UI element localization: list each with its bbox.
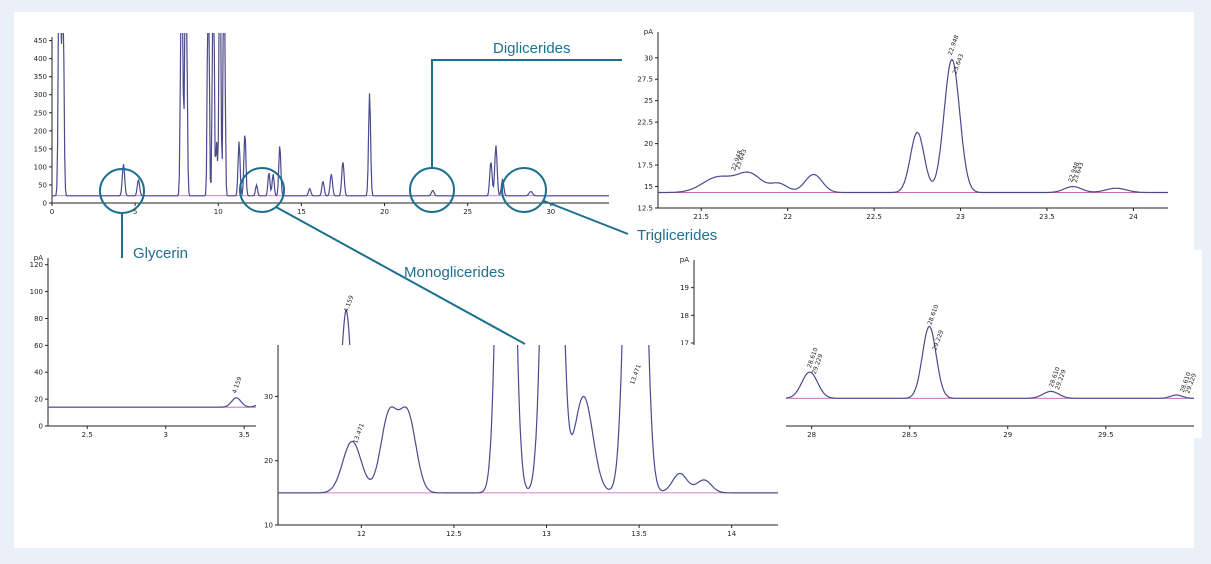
y-tick-label: 15 xyxy=(644,183,653,191)
y-axis-unit-label: pA xyxy=(34,254,43,262)
y-tick-label: 20 xyxy=(34,396,43,404)
x-tick-label: 12.5 xyxy=(446,530,462,538)
x-tick-label: 21.5 xyxy=(693,213,709,221)
y-tick-label: 10 xyxy=(264,522,273,530)
triglycerides-leader xyxy=(543,200,629,235)
triglycerides-circle xyxy=(501,167,547,213)
y-tick-label: 20 xyxy=(644,140,653,148)
x-tick-label: 28.5 xyxy=(902,431,918,438)
x-tick-label: 13.5 xyxy=(631,530,647,538)
x-tick-label: 15 xyxy=(297,208,306,216)
y-tick-label: 120 xyxy=(30,261,43,269)
y-tick-label: 0 xyxy=(39,423,43,431)
chromatogram-trace xyxy=(52,12,609,197)
x-tick-label: 25 xyxy=(463,208,472,216)
y-axis-unit-label: pA xyxy=(644,28,653,36)
chromatogram-trace xyxy=(658,58,1168,194)
y-tick-label: 60 xyxy=(34,342,43,350)
y-tick-label: 450 xyxy=(34,37,47,45)
x-tick-label: 20 xyxy=(380,208,389,216)
y-tick-label: 19 xyxy=(680,284,689,292)
y-tick-label: 0 xyxy=(43,200,47,208)
x-tick-label: 30 xyxy=(546,208,555,216)
y-tick-label: 27.5 xyxy=(637,76,653,84)
y-tick-label: 150 xyxy=(34,145,47,153)
y-tick-label: 200 xyxy=(34,127,47,135)
x-tick-label: 23 xyxy=(956,213,965,221)
y-tick-label: 25 xyxy=(644,97,653,105)
x-tick-label: 12 xyxy=(357,530,366,538)
diglycerides-circle xyxy=(409,167,455,213)
x-tick-label: 23.5 xyxy=(1039,213,1055,221)
chromatogram-trace xyxy=(278,324,778,494)
x-tick-label: 0 xyxy=(50,208,54,216)
x-tick-label: 22.5 xyxy=(866,213,882,221)
x-tick-label: 3 xyxy=(163,431,167,438)
y-tick-label: 50 xyxy=(38,181,47,189)
y-tick-label: 30 xyxy=(644,54,653,62)
diglycerides-zoom-chart: 21.5 22 22.5 23 23.5 24 12.5 15 17.5 20 22.5 25 27.5… xyxy=(620,12,1180,227)
x-tick-label: 29 xyxy=(1003,431,1012,438)
monoglycerides-circle xyxy=(239,167,285,213)
x-tick-label: 28 xyxy=(807,431,816,438)
y-tick-label: 300 xyxy=(34,91,47,99)
y-tick-label: 20 xyxy=(264,457,273,465)
y-tick-label: 17.5 xyxy=(637,162,653,170)
y-tick-label: 100 xyxy=(30,288,43,296)
y-tick-label: 100 xyxy=(34,163,47,171)
diglycerides-label: Diglicerides xyxy=(493,40,571,57)
x-tick-label: 29.5 xyxy=(1098,431,1114,438)
y-tick-label: 80 xyxy=(34,315,43,323)
y-tick-label: 22.5 xyxy=(637,119,653,127)
y-tick-label: 12.5 xyxy=(637,205,653,213)
x-tick-label: 2.5 xyxy=(82,431,93,438)
overview-chart: 0 5 10 15 20 25 30 0 50 100 150 200 250 300 350 400 450 xyxy=(24,12,614,218)
x-tick-label: 24 xyxy=(1129,213,1138,221)
triglycerides-label: Triglicerides xyxy=(637,227,718,244)
y-tick-label: 30 xyxy=(264,393,273,401)
x-tick-label: 10 xyxy=(214,208,223,216)
y-tick-label: 250 xyxy=(34,109,47,117)
glycerin-label: Glycerin xyxy=(133,245,189,262)
x-tick-label: 3.5 xyxy=(239,431,250,438)
y-tick-label: 18 xyxy=(680,312,689,320)
y-tick-label: 17 xyxy=(680,340,689,348)
y-tick-label: 350 xyxy=(34,73,47,81)
x-tick-label: 22 xyxy=(783,213,792,221)
monoglycerides-label: Monoglicerides xyxy=(404,264,505,281)
diglycerides-leader xyxy=(431,59,622,168)
x-tick-label: 13 xyxy=(542,530,551,538)
x-tick-label: 5 xyxy=(133,208,137,216)
y-tick-label: 400 xyxy=(34,55,47,63)
y-tick-label: 40 xyxy=(34,369,43,377)
y-axis-unit-label: pA xyxy=(680,256,689,264)
monoglycerides-leader xyxy=(275,206,526,345)
x-tick-label: 14 xyxy=(727,530,736,538)
glycerin-circle xyxy=(99,168,145,214)
monoglycerides-zoom-chart: 12 12.5 13 13.5 14 10 20 30 13.471 13.471 xyxy=(256,324,786,542)
